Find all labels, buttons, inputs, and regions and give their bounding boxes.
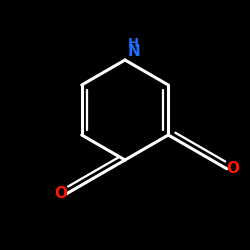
- Text: N: N: [128, 44, 140, 59]
- Text: H: H: [128, 37, 139, 50]
- Text: O: O: [226, 161, 239, 176]
- Text: O: O: [54, 186, 67, 201]
